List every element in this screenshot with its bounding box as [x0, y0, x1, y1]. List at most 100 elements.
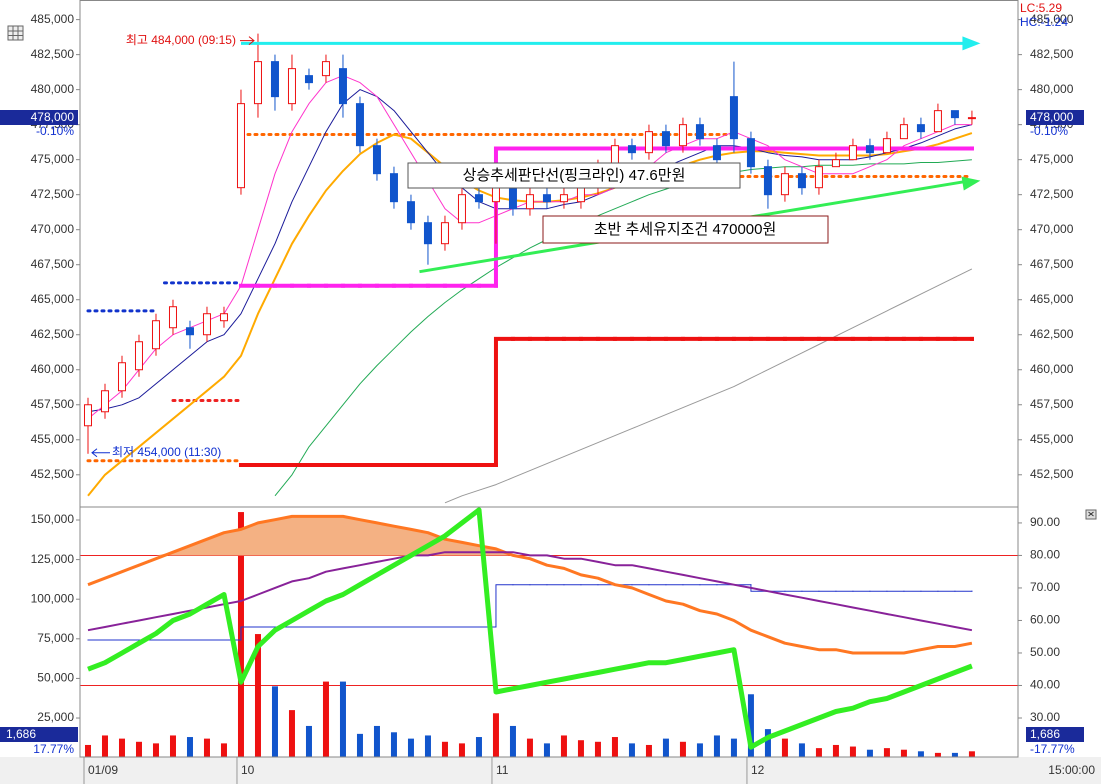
indicator-line	[87, 514, 973, 655]
y-tick-label: 75,000	[37, 631, 74, 645]
y2-tick-label: 60.00	[1030, 613, 1060, 627]
pct-label: -17.77%	[1030, 742, 1075, 756]
y-tick-label: 480,000	[1030, 82, 1074, 96]
candle-body	[814, 166, 823, 189]
x-tick-label: 01/09	[88, 763, 118, 777]
candle-body	[576, 187, 585, 203]
candle-body	[100, 390, 109, 413]
volume-bar	[917, 751, 924, 757]
low-arrow	[91, 448, 110, 458]
close-button[interactable]	[1085, 509, 1097, 520]
y-tick-label: 482,500	[31, 47, 75, 61]
y-tick-label: 457,500	[31, 397, 75, 411]
y-tick-label: 462,500	[1030, 327, 1074, 341]
volume-bar	[594, 741, 601, 757]
volume-bar	[543, 743, 550, 757]
volume-bar	[322, 681, 329, 757]
note-box	[542, 215, 829, 244]
volume-bar	[968, 751, 975, 757]
volume-bar	[441, 741, 448, 757]
candle-body	[729, 96, 738, 140]
volume-bar	[288, 710, 295, 757]
volume-bar	[696, 743, 703, 757]
volume-bar	[339, 681, 346, 757]
candle-body	[457, 194, 466, 224]
indicator-plot	[80, 507, 1018, 757]
candle-body	[865, 145, 874, 154]
volume-bar	[832, 744, 839, 757]
volume-bar	[679, 741, 686, 757]
candle-body	[508, 187, 517, 210]
candle-body	[474, 194, 483, 203]
y-tick-label: 465,000	[31, 292, 75, 306]
candle-body	[542, 194, 551, 203]
price-label: 478,000	[31, 110, 75, 124]
candle-body	[406, 201, 415, 224]
volume-bar	[492, 713, 499, 757]
change-label: -0.10%	[1030, 124, 1068, 138]
y-tick-label: 455,000	[1030, 432, 1074, 446]
low-label: 최저 454,000 (11:30)	[112, 445, 221, 459]
arrow-head	[962, 36, 981, 51]
candle-body	[338, 68, 347, 105]
volume-bar	[475, 737, 482, 757]
price-box	[0, 110, 78, 125]
candle-body	[899, 124, 908, 140]
note-text: 상승추세판단선(핑크라인) 47.6만원	[463, 167, 686, 184]
price-label: 478,000	[1030, 110, 1074, 124]
ma-line	[444, 268, 973, 504]
volume-bar	[849, 746, 856, 757]
y-tick-label: 457,500	[1030, 397, 1074, 411]
candle-body	[202, 313, 211, 336]
volume-bar	[883, 748, 890, 757]
y-tick-label: 462,500	[31, 327, 75, 341]
volume-bar	[900, 749, 907, 757]
volume-bar	[169, 735, 176, 757]
y-tick-label: 470,000	[1030, 222, 1074, 236]
menu-icon[interactable]	[7, 25, 24, 41]
volume-bar	[815, 748, 822, 757]
y-tick-label: 475,000	[1030, 152, 1074, 166]
volume-bar	[458, 743, 465, 757]
candle-body	[134, 341, 143, 371]
step-line	[493, 336, 515, 467]
y-tick-label: 100,000	[31, 591, 75, 605]
high-arrow	[239, 36, 255, 46]
volume-bar	[730, 738, 737, 757]
volume-bar	[407, 738, 414, 757]
candle-body	[525, 194, 534, 210]
candle-body	[321, 61, 330, 77]
y-tick-label: 482,500	[1030, 47, 1074, 61]
y-tick-label: 475,000	[31, 152, 75, 166]
x-tick-label: 12	[751, 763, 765, 777]
volume-bar	[135, 741, 142, 757]
candle-body	[967, 117, 976, 120]
candle-body	[355, 103, 364, 147]
volume-bar	[866, 749, 873, 757]
note-box	[407, 162, 741, 189]
volume-bar	[526, 738, 533, 757]
candle-body	[185, 327, 194, 336]
step-line	[240, 626, 259, 641]
volume-bar	[271, 686, 278, 757]
volume-bar	[84, 744, 91, 757]
candle-body	[559, 194, 568, 203]
y2-tick-label: 90.00	[1030, 515, 1060, 529]
y-tick-label: 480,000	[31, 82, 75, 96]
volume-bar	[203, 738, 210, 757]
area-fill	[87, 516, 972, 556]
price-plot	[83, 33, 976, 504]
candle-body	[627, 145, 636, 154]
y-tick-label: 470,000	[31, 222, 75, 236]
candle-body	[695, 124, 704, 140]
candle-body	[304, 75, 313, 84]
candle-body	[440, 222, 449, 245]
volume-bar	[934, 752, 941, 757]
candle-body	[950, 110, 959, 119]
y-tick-label: 467,500	[31, 257, 75, 271]
candle-body	[882, 138, 891, 154]
candle-body	[712, 145, 721, 161]
indicator-line	[87, 551, 973, 632]
candle-body	[168, 306, 177, 329]
